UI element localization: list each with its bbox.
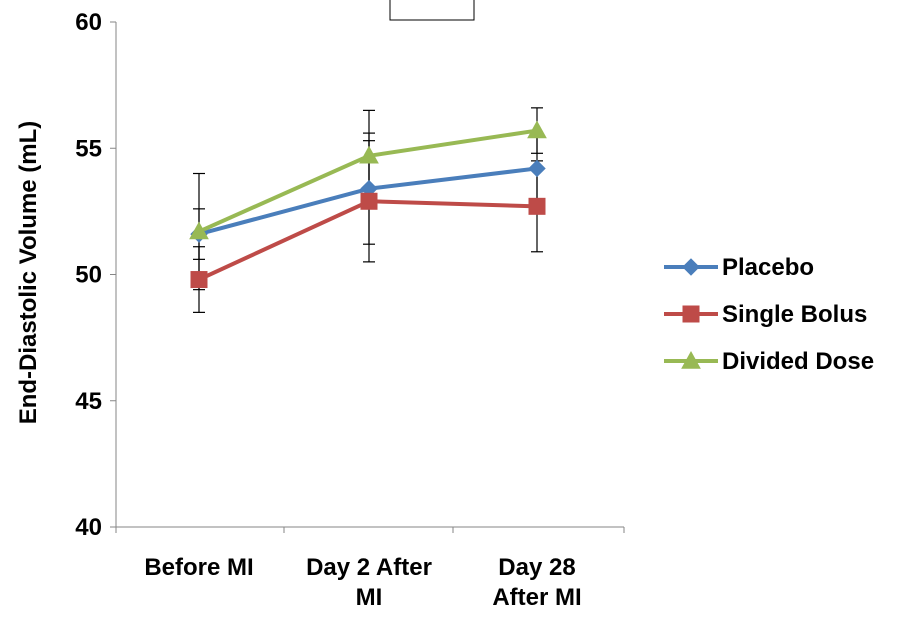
series-marker-0 xyxy=(528,159,546,178)
x-tick-label-line: MI xyxy=(356,584,383,611)
legend-label: Placebo xyxy=(722,254,814,281)
legend-marker xyxy=(681,350,701,369)
y-tick-label: 60 xyxy=(75,9,102,36)
legend: Placebo Single Bolus Divided Dose xyxy=(664,254,874,375)
legend-label: Divided Dose xyxy=(722,348,874,375)
series-marker-1 xyxy=(360,192,378,210)
x-tick-label: Day 2 After MI xyxy=(306,554,432,611)
empty-title-box xyxy=(389,0,475,21)
y-axis-title: End-Diastolic Volume (mL) xyxy=(15,121,42,425)
series-marker-1 xyxy=(190,271,208,289)
legend-label: Single Bolus xyxy=(722,301,867,328)
series-markers xyxy=(189,120,547,289)
series-marker-2 xyxy=(189,221,209,240)
y-tick-label: 55 xyxy=(75,135,102,162)
y-tick-label: 45 xyxy=(75,388,102,415)
x-tick-label-line: Day 28 xyxy=(498,554,575,581)
y-tick-label: 40 xyxy=(75,514,102,541)
x-tick-label-line: Day 2 After xyxy=(306,554,432,581)
series-marker-1 xyxy=(528,197,546,215)
y-tick-label: 50 xyxy=(75,262,102,289)
x-tick-label: Before MI xyxy=(144,554,253,581)
legend-marker xyxy=(682,258,700,276)
x-tick-label-line: Before MI xyxy=(144,554,253,581)
x-tick-label-line: After MI xyxy=(492,584,581,611)
x-tick-label: Day 28 After MI xyxy=(492,554,581,611)
series-marker-2 xyxy=(359,145,379,164)
series-line-1 xyxy=(198,199,538,282)
series-marker-2 xyxy=(527,120,547,139)
axes: 40 45 50 55 60 Before MI Day 2 After MI Day 28 Af… xyxy=(15,0,625,611)
legend-marker xyxy=(682,305,700,323)
